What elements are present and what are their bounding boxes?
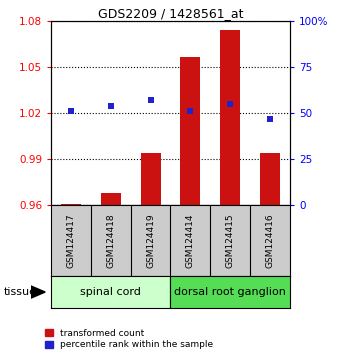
Text: spinal cord: spinal cord: [80, 287, 141, 297]
Polygon shape: [31, 286, 45, 298]
Point: [148, 98, 153, 103]
Text: GSM124418: GSM124418: [106, 213, 115, 268]
Text: GSM124414: GSM124414: [186, 213, 195, 268]
Bar: [180, 57, 200, 205]
FancyBboxPatch shape: [170, 276, 290, 308]
Bar: [260, 153, 280, 205]
Point: [227, 101, 233, 107]
Point: [68, 109, 74, 114]
Text: tissue: tissue: [3, 287, 36, 297]
Text: GSM124416: GSM124416: [265, 213, 275, 268]
Bar: [101, 193, 121, 205]
Text: dorsal root ganglion: dorsal root ganglion: [174, 287, 286, 297]
Text: GSM124415: GSM124415: [226, 213, 235, 268]
FancyBboxPatch shape: [51, 276, 170, 308]
Bar: [61, 204, 81, 205]
Text: GSM124417: GSM124417: [66, 213, 76, 268]
Bar: [220, 30, 240, 205]
Point: [188, 109, 193, 114]
Title: GDS2209 / 1428561_at: GDS2209 / 1428561_at: [98, 7, 243, 20]
Bar: [140, 153, 161, 205]
Point: [108, 103, 114, 109]
Legend: transformed count, percentile rank within the sample: transformed count, percentile rank withi…: [45, 329, 213, 349]
Text: GSM124419: GSM124419: [146, 213, 155, 268]
Point: [267, 116, 273, 122]
